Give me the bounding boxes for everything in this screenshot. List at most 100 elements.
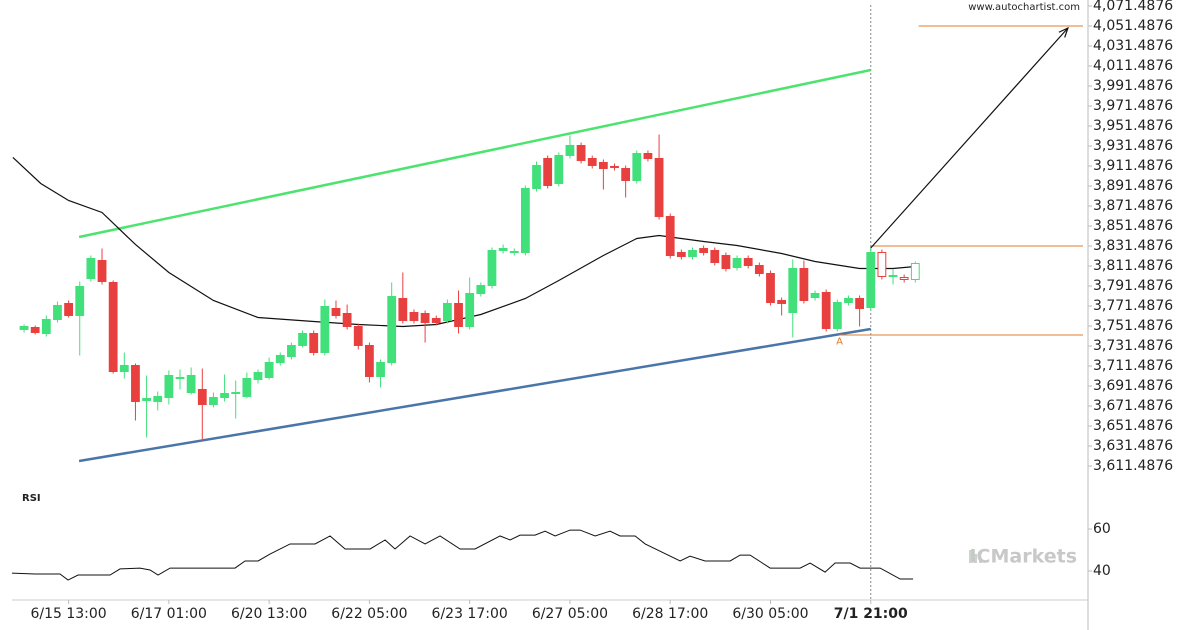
candle-body bbox=[810, 292, 820, 298]
y-tick-label: 3,931.4876 bbox=[1093, 138, 1173, 154]
candle-body bbox=[197, 388, 207, 405]
candle-body bbox=[710, 249, 720, 263]
logo-bar bbox=[979, 558, 982, 563]
candle-body bbox=[287, 344, 296, 357]
candle-body bbox=[119, 364, 129, 372]
y-tick-label: 4,071.4876 bbox=[1093, 0, 1173, 14]
candle-body bbox=[565, 144, 575, 156]
candle-body bbox=[153, 395, 163, 402]
y-tick-label: 3,831.4876 bbox=[1093, 238, 1173, 254]
y-tick-label: 3,811.4876 bbox=[1093, 258, 1173, 274]
candle-body bbox=[665, 215, 675, 256]
y-tick-label: 3,871.4876 bbox=[1093, 198, 1173, 214]
annotation: A bbox=[836, 336, 843, 347]
candle-body bbox=[844, 297, 853, 303]
candle-body bbox=[220, 392, 229, 398]
y-tick-label: 3,731.4876 bbox=[1093, 338, 1173, 354]
candle-body bbox=[264, 361, 274, 378]
candle-body bbox=[554, 154, 564, 184]
candle-body bbox=[888, 274, 898, 277]
candle-body bbox=[766, 272, 775, 303]
candle-body bbox=[365, 344, 374, 377]
y-tick-label: 3,631.4876 bbox=[1093, 438, 1173, 454]
candle-body bbox=[186, 374, 196, 393]
moving-average bbox=[12, 157, 916, 328]
candle-body bbox=[342, 312, 352, 327]
candle-body bbox=[409, 311, 419, 321]
y-tick-label: 3,791.4876 bbox=[1093, 278, 1173, 294]
y-tick-label: 3,891.4876 bbox=[1093, 178, 1173, 194]
candle-body bbox=[754, 264, 764, 274]
candle-body bbox=[743, 257, 753, 266]
candle-body bbox=[253, 371, 263, 380]
candle-body bbox=[610, 165, 619, 168]
candle-body bbox=[97, 259, 107, 282]
candle-body bbox=[398, 297, 408, 321]
candle-body bbox=[19, 325, 29, 330]
y-tick-label: 3,651.4876 bbox=[1093, 418, 1173, 434]
x-tick-label: 6/20 13:00 bbox=[231, 606, 307, 622]
candle-body bbox=[899, 276, 909, 280]
candle-body bbox=[699, 247, 709, 253]
arrow-head bbox=[1058, 26, 1069, 38]
trend-line bbox=[78, 68, 872, 239]
candle-body bbox=[275, 354, 285, 363]
candle-body bbox=[442, 302, 452, 321]
candle-body bbox=[331, 307, 341, 316]
y-tick-label: 60 bbox=[1093, 521, 1111, 537]
candle-body bbox=[298, 332, 307, 346]
candle-body bbox=[64, 302, 73, 316]
panel-title: RSI bbox=[22, 493, 41, 504]
candle-body bbox=[509, 250, 519, 253]
x-tick-label: 6/30 05:00 bbox=[732, 606, 808, 622]
y-tick-label: 3,751.4876 bbox=[1093, 318, 1173, 334]
candle-body bbox=[598, 161, 608, 169]
candle-body bbox=[799, 267, 809, 301]
candle-body bbox=[108, 281, 118, 372]
candle-body bbox=[376, 361, 385, 377]
candle-body bbox=[632, 152, 642, 181]
candle-body bbox=[86, 257, 96, 279]
candle-body bbox=[621, 167, 631, 181]
candle-body bbox=[465, 292, 475, 327]
candle-body bbox=[877, 251, 887, 277]
x-tick-label: 7/1 21:00 bbox=[834, 606, 908, 622]
candle-body bbox=[75, 285, 85, 316]
watermark-logo: ICMarkets bbox=[969, 546, 1077, 568]
candle-body bbox=[387, 295, 397, 363]
x-tick-label: 6/27 05:00 bbox=[532, 606, 608, 622]
y-tick-label: 3,771.4876 bbox=[1093, 298, 1173, 314]
x-tick-label: 6/23 17:00 bbox=[432, 606, 508, 622]
y-tick-label: 4,011.4876 bbox=[1093, 58, 1173, 74]
logo-bar bbox=[969, 550, 972, 563]
y-tick-label: 3,711.4876 bbox=[1093, 358, 1173, 374]
candle-body bbox=[309, 332, 319, 353]
candle-body bbox=[209, 396, 218, 405]
candle-body bbox=[476, 284, 486, 294]
y-tick-label: 3,951.4876 bbox=[1093, 118, 1173, 134]
candle-body bbox=[910, 262, 920, 280]
candle-body bbox=[142, 397, 151, 401]
candle-body bbox=[320, 305, 330, 353]
y-tick-label: 3,851.4876 bbox=[1093, 218, 1173, 234]
y-tick-label: 3,991.4876 bbox=[1093, 78, 1173, 94]
candle-body bbox=[543, 157, 553, 186]
y-tick-label: 3,691.4876 bbox=[1093, 378, 1173, 394]
candle-body bbox=[242, 377, 252, 397]
candle-body bbox=[353, 325, 363, 346]
trend-line bbox=[78, 327, 871, 463]
candle-body bbox=[576, 144, 586, 161]
candle-body bbox=[487, 249, 497, 286]
logo-bar bbox=[974, 554, 977, 563]
candle-body bbox=[866, 251, 876, 308]
x-tick-label: 6/17 01:00 bbox=[131, 606, 207, 622]
x-tick-label: 6/28 17:00 bbox=[632, 606, 708, 622]
rsi-line bbox=[11, 529, 914, 581]
candle-body bbox=[454, 302, 463, 327]
candle-body bbox=[688, 249, 697, 257]
candle-body bbox=[420, 312, 430, 323]
candle-body bbox=[30, 326, 40, 333]
candle-body bbox=[855, 297, 865, 309]
